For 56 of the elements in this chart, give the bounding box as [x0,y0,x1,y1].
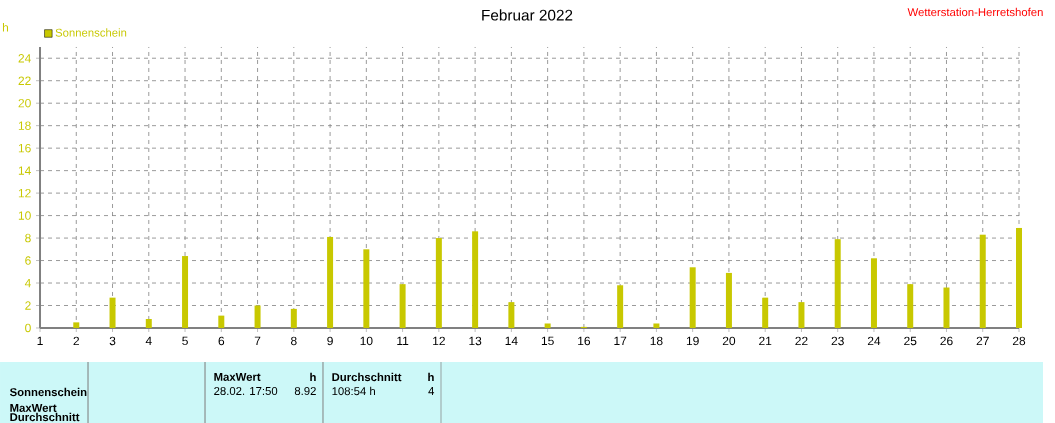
text: h [428,372,434,382]
x-tick-label: 7 [254,336,261,345]
x-tick-label: 8 [291,336,297,346]
y-tick-label: 20 [18,98,31,108]
x-tick-label: 25 [904,336,917,346]
x-tick-label: 17 [614,336,627,345]
x-tick-label: 26 [940,336,953,346]
text: Wetterstation-Herretshofen [907,7,1043,17]
x-tick-label: 21 [759,336,772,346]
text: Durchschnitt [10,412,80,422]
legend-label: Sonnenschein [55,28,127,37]
y-tick-label: 0 [25,323,31,333]
x-tick-label: 3 [109,336,116,346]
text: MaxWert [214,373,261,381]
y-tick-label: 10 [18,211,31,220]
y-tick-label: 24 [18,54,31,63]
x-tick-label: 14 [505,336,518,345]
text: 4 [428,387,435,395]
x-tick-label: 13 [469,336,482,346]
x-tick-label: 27 [976,336,989,346]
x-tick-label: 20 [722,336,736,346]
x-tick-label: 18 [650,336,663,346]
text: h [310,372,316,382]
y-tick-label: 14 [18,166,31,175]
text: 28.02. 17:50 [214,386,278,395]
y-tick-label: 2 [25,301,31,310]
text: Sonnenschein [9,387,87,397]
x-tick-label: 9 [327,336,333,346]
x-tick-label: 19 [686,336,699,346]
x-tick-label: 1 [37,336,43,345]
y-tick-label: 22 [18,76,31,85]
text: MaxWert [10,404,57,412]
x-tick-label: 15 [541,336,554,346]
x-tick-label: 24 [867,336,881,346]
y-tick-label: 6 [25,256,31,265]
y-axis-title: h [2,22,9,32]
text: 8.92 [294,386,316,395]
y-tick-label: 4 [24,278,31,288]
x-tick-label: 28 [1012,336,1026,346]
x-tick-label: 23 [831,336,844,346]
x-tick-label: 22 [795,336,808,346]
y-tick-label: 16 [18,143,31,153]
x-tick-label: 5 [182,336,188,346]
y-tick-label: 12 [18,188,31,198]
x-tick-label: 10 [360,336,373,346]
y-tick-label: 18 [18,121,31,130]
text: Durchschnitt [332,372,402,382]
chart-title: Februar 2022 [482,9,573,21]
x-tick-label: 6 [218,336,225,346]
x-tick-label: 16 [578,336,591,346]
x-tick-label: 11 [397,336,409,345]
x-tick-label: 2 [73,336,79,346]
x-tick-label: 12 [433,336,445,346]
text: 108:54 h [332,386,375,396]
x-tick-label: 4 [145,336,152,345]
y-tick-label: 8 [25,233,31,243]
